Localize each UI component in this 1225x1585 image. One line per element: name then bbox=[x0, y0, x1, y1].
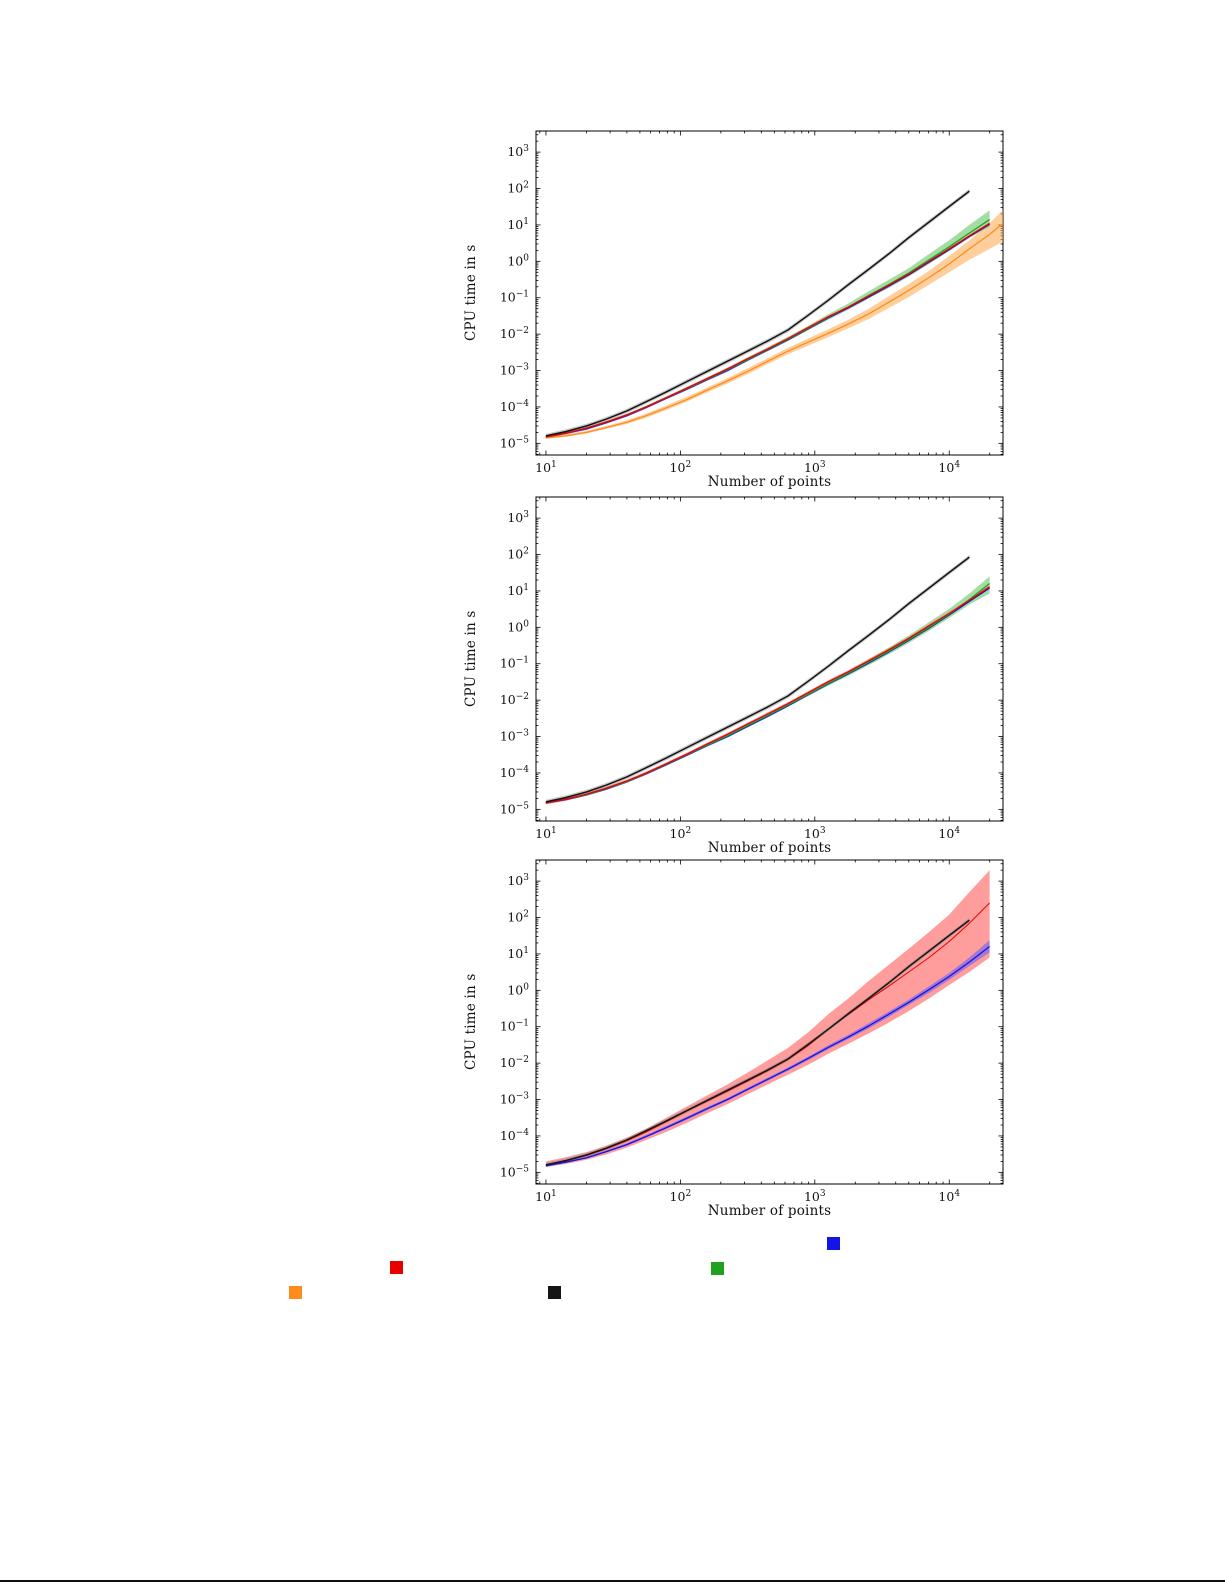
series-blue-line bbox=[545, 587, 990, 804]
series-black-band bbox=[545, 188, 970, 439]
series-black-line bbox=[545, 190, 970, 437]
y-axis-label: CPU time in s bbox=[463, 973, 479, 1071]
svg-text:10−2: 10−2 bbox=[500, 326, 529, 341]
chart-cpu-time-bottom: 101 102 103 104 103 102 101 100 10−1 10−2 10−3 10−4… bbox=[455, 847, 1020, 1229]
svg-text:103: 103 bbox=[804, 826, 826, 841]
series-blue-band bbox=[545, 587, 990, 804]
plot-frame bbox=[535, 859, 1004, 1185]
svg-text:101: 101 bbox=[535, 1189, 557, 1204]
x-axis-label: Number of points bbox=[707, 1203, 832, 1219]
svg-text:102: 102 bbox=[670, 1189, 692, 1204]
series-black-line bbox=[545, 556, 970, 803]
svg-text:101: 101 bbox=[507, 946, 529, 961]
svg-text:101: 101 bbox=[535, 460, 557, 475]
svg-text:10−2: 10−2 bbox=[500, 1055, 529, 1070]
series-green-band bbox=[545, 210, 990, 438]
y-axis-label: CPU time in s bbox=[463, 610, 479, 708]
axis-ticks bbox=[536, 497, 1003, 821]
y-axis-label: CPU time in s bbox=[463, 244, 479, 342]
plot-frame bbox=[535, 496, 1004, 822]
svg-text:100: 100 bbox=[507, 982, 529, 997]
svg-text:103: 103 bbox=[507, 510, 529, 525]
svg-text:10−1: 10−1 bbox=[500, 290, 529, 305]
series-black-line bbox=[545, 919, 970, 1166]
svg-text:101: 101 bbox=[507, 583, 529, 598]
svg-text:10−1: 10−1 bbox=[500, 656, 529, 671]
series-blue-line bbox=[545, 945, 990, 1167]
chart-canvas-middle: 101 102 103 104 103 102 101 100 10−1 10−2 10−3 10−4… bbox=[500, 496, 1004, 841]
svg-text:100: 100 bbox=[507, 619, 529, 634]
series-orange-line bbox=[545, 222, 1003, 439]
svg-text:10−2: 10−2 bbox=[500, 692, 529, 707]
svg-text:103: 103 bbox=[507, 144, 529, 159]
axis-ticks bbox=[536, 860, 1003, 1184]
series-green-band bbox=[545, 576, 990, 804]
svg-text:10−5: 10−5 bbox=[500, 1164, 529, 1179]
legend-marker-black-icon bbox=[548, 1286, 561, 1299]
svg-text:10−3: 10−3 bbox=[500, 1092, 529, 1107]
svg-text:10−5: 10−5 bbox=[500, 801, 529, 816]
svg-text:101: 101 bbox=[535, 826, 557, 841]
svg-text:100: 100 bbox=[507, 253, 529, 268]
tick-labels: 101 102 103 104 103 102 101 100 10−1 10−2 10−3 10−4… bbox=[500, 510, 961, 841]
svg-text:10−3: 10−3 bbox=[500, 729, 529, 744]
x-axis-label: Number of points bbox=[707, 840, 832, 856]
legend-marker-orange-icon bbox=[289, 1286, 302, 1299]
svg-text:103: 103 bbox=[804, 460, 826, 475]
series-red-band bbox=[545, 585, 990, 805]
plot-area bbox=[545, 188, 1003, 439]
legend-marker-blue-icon bbox=[827, 1237, 840, 1250]
svg-text:102: 102 bbox=[670, 460, 692, 475]
svg-text:104: 104 bbox=[938, 1189, 960, 1204]
svg-text:10−4: 10−4 bbox=[500, 765, 529, 780]
series-red-band bbox=[545, 222, 990, 439]
x-axis-label: Number of points bbox=[707, 474, 832, 490]
plot-area bbox=[545, 870, 990, 1168]
axis-ticks bbox=[536, 131, 1003, 455]
series-red-line bbox=[545, 586, 990, 804]
svg-text:103: 103 bbox=[804, 1189, 826, 1204]
svg-text:102: 102 bbox=[507, 181, 529, 196]
svg-text:102: 102 bbox=[507, 910, 529, 925]
series-green-line bbox=[545, 582, 991, 804]
series-orange-band bbox=[545, 209, 1003, 439]
series-blue-line bbox=[545, 223, 990, 438]
chart-cpu-time-middle: 101 102 103 104 103 102 101 100 10−1 10−2 10−3 10−4… bbox=[455, 484, 1020, 866]
svg-text:10−4: 10−4 bbox=[500, 399, 529, 414]
svg-text:102: 102 bbox=[670, 826, 692, 841]
series-green-line bbox=[545, 219, 990, 438]
series-black-band bbox=[545, 554, 970, 805]
legend-marker-red-icon bbox=[390, 1261, 403, 1274]
svg-text:104: 104 bbox=[938, 460, 960, 475]
page-bottom-rule bbox=[0, 1580, 1225, 1582]
svg-text:10−1: 10−1 bbox=[500, 1019, 529, 1034]
svg-text:10−3: 10−3 bbox=[500, 363, 529, 378]
legend-marker-green-icon bbox=[711, 1262, 724, 1275]
tick-labels: 101 102 103 104 103 102 101 100 10−1 10−2 10−3 10−4… bbox=[500, 144, 961, 475]
svg-text:102: 102 bbox=[507, 547, 529, 562]
chart-canvas-top: 101 102 103 104 103 102 101 100 10−1 10−2 10−3 10−4… bbox=[500, 130, 1004, 475]
series-red-band bbox=[545, 870, 990, 1167]
chart-canvas-bottom: 101 102 103 104 103 102 101 100 10−1 10−2 10−3 10−4… bbox=[500, 859, 1004, 1204]
svg-text:10−4: 10−4 bbox=[500, 1128, 529, 1143]
chart-cpu-time-top: 101 102 103 104 103 102 101 100 10−1 10−2 10−3 10−4… bbox=[455, 118, 1020, 500]
svg-text:104: 104 bbox=[938, 826, 960, 841]
tick-labels: 101 102 103 104 103 102 101 100 10−1 10−2 10−3 10−4… bbox=[500, 873, 961, 1204]
svg-text:103: 103 bbox=[507, 873, 529, 888]
svg-text:10−5: 10−5 bbox=[500, 435, 529, 450]
series-blue-band bbox=[545, 222, 990, 439]
svg-text:101: 101 bbox=[507, 217, 529, 232]
plot-area bbox=[545, 554, 991, 805]
series-red-line bbox=[545, 222, 990, 438]
plot-frame bbox=[535, 130, 1004, 456]
